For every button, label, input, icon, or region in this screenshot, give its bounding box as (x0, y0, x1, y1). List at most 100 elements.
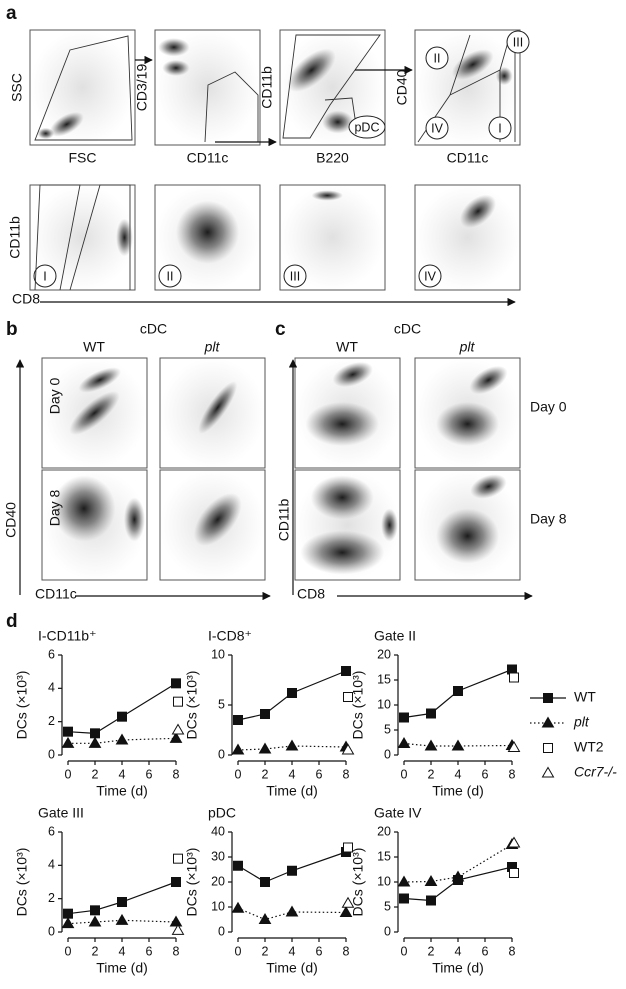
y-axis-label: DCs (×10³) (14, 848, 30, 917)
series-line (67, 919, 177, 925)
series-line (237, 907, 347, 921)
x-tick-label: 0 (401, 944, 408, 958)
x-tick-label: 8 (343, 944, 350, 958)
y-axis-label: CD40 (3, 502, 19, 538)
panel-letter: d (6, 611, 18, 632)
density (30, 185, 135, 290)
y-tick-label: 2 (48, 714, 55, 728)
data-point (117, 897, 127, 907)
row-label: Day 8 (47, 490, 63, 527)
x-tick-label: 6 (146, 944, 153, 958)
x-tick-label: 4 (289, 944, 296, 958)
column-label: WT (336, 339, 358, 355)
density (381, 508, 398, 542)
data-point (233, 860, 243, 871)
y-axis-label: DCs (×10³) (350, 671, 366, 740)
y-tick-label: 20 (377, 824, 391, 838)
density (459, 194, 497, 228)
data-point (171, 923, 185, 935)
y-tick-label: 10 (211, 647, 225, 661)
data-point (260, 709, 270, 719)
data-point (117, 711, 127, 722)
chart-title: I-CD8⁺ (208, 628, 252, 644)
panel-letter: c (275, 319, 286, 340)
series-line (403, 843, 513, 883)
y-tick-label: 6 (48, 824, 55, 838)
gate (34, 35, 133, 141)
y-tick-label: 0 (48, 924, 55, 938)
data-point (88, 915, 102, 927)
y-tick-label: 4 (48, 858, 55, 872)
gate-label: pDC (354, 120, 379, 134)
data-point (90, 728, 100, 739)
legend-label: WT2 (574, 739, 604, 755)
y-tick-label: 0 (48, 747, 55, 761)
y-tick-label: 15 (377, 849, 391, 863)
data-point (115, 913, 129, 925)
x-tick-label: 0 (235, 944, 242, 958)
gate-label-circle (158, 264, 182, 288)
data-point (171, 678, 181, 689)
density (116, 218, 133, 257)
data-point (453, 686, 463, 696)
x-axis-label: Time (d) (266, 960, 318, 976)
data-point (509, 672, 519, 683)
gate-label: III (290, 269, 300, 283)
x-tick-label: 2 (92, 944, 99, 958)
x-tick-label: 0 (401, 767, 408, 781)
density (300, 530, 385, 575)
x-axis-label: CD8 (297, 586, 325, 602)
y-tick-label: 10 (377, 697, 391, 711)
panel-title: cDC (394, 321, 421, 337)
series-line (403, 668, 513, 719)
data-point (341, 666, 351, 676)
x-tick-label: 8 (343, 767, 350, 781)
column-label: plt (204, 339, 221, 355)
data-point (341, 743, 355, 755)
data-point (397, 737, 411, 748)
series-line (67, 881, 177, 915)
x-tick-label: 4 (289, 767, 296, 781)
density (322, 110, 354, 134)
data-point (426, 895, 436, 906)
data-point (507, 836, 521, 848)
data-point (341, 896, 355, 908)
density (37, 127, 55, 140)
x-axis-label: Time (d) (266, 783, 318, 799)
x-tick-label: 6 (482, 767, 489, 781)
chart-title: Gate III (38, 805, 84, 821)
data-point (285, 739, 299, 751)
data-point (399, 712, 409, 723)
data-point (424, 739, 438, 751)
x-tick-label: 4 (455, 944, 462, 958)
x-axis-label: B220 (316, 150, 349, 166)
density (470, 474, 507, 499)
legend-label: plt (573, 714, 590, 730)
density (30, 30, 135, 145)
density (451, 49, 494, 80)
gate-label: I (498, 121, 501, 135)
y-tick-label: 4 (48, 681, 55, 695)
gate-label-circle (425, 116, 449, 140)
density (310, 475, 374, 520)
density (311, 190, 343, 201)
gate-label-circle (283, 264, 307, 288)
density (52, 475, 116, 542)
gate-label: III (513, 35, 523, 49)
x-tick-label: 0 (65, 944, 72, 958)
y-tick-label: 20 (211, 874, 225, 888)
x-tick-label: 2 (262, 944, 269, 958)
data-point (451, 739, 465, 751)
x-tick-label: 2 (428, 944, 435, 958)
density (162, 59, 190, 76)
row-label: Day 0 (47, 378, 63, 415)
data-point (287, 688, 297, 698)
legend-marker (543, 693, 553, 703)
density (176, 200, 239, 264)
y-tick-label: 20 (377, 647, 391, 661)
data-point (169, 915, 183, 927)
data-point (171, 877, 181, 887)
data-point (343, 842, 353, 853)
x-tick-label: 8 (509, 767, 516, 781)
gate (417, 34, 516, 143)
